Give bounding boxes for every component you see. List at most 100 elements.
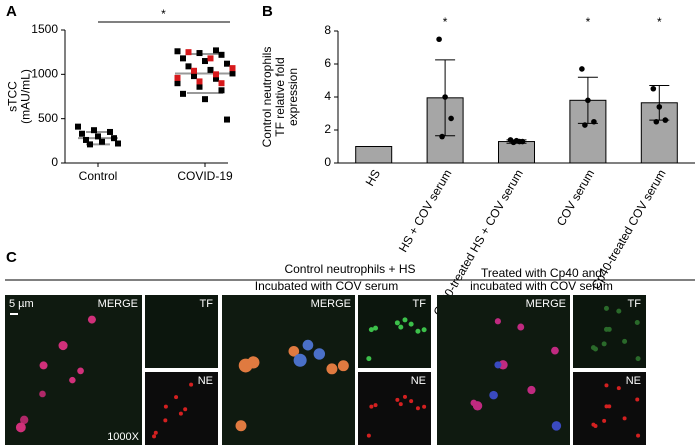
cell — [58, 340, 68, 351]
point — [653, 118, 660, 125]
cell — [415, 406, 420, 411]
y-axis-label: (mAU/mL) — [19, 69, 33, 124]
cell — [39, 390, 46, 398]
point — [185, 63, 192, 70]
point — [213, 75, 219, 82]
point — [218, 80, 225, 87]
cell — [603, 305, 609, 311]
cell — [337, 360, 349, 372]
cell — [395, 397, 400, 402]
point — [516, 138, 523, 145]
cell — [593, 423, 598, 428]
channel-label: MERGE — [526, 298, 566, 310]
point — [83, 136, 89, 143]
scale-bar-label: 5 µm — [9, 298, 34, 310]
cell — [189, 382, 194, 387]
channel-label: MERGE — [98, 298, 138, 310]
cell — [604, 383, 609, 388]
bar — [355, 146, 393, 164]
cell — [602, 418, 607, 423]
cell — [69, 376, 76, 384]
point — [107, 128, 113, 135]
cell — [527, 385, 536, 395]
point — [218, 51, 225, 58]
channel-label: NE — [411, 375, 426, 387]
channel-label: TF — [628, 298, 642, 310]
significance: * — [161, 7, 166, 21]
point — [229, 70, 236, 77]
cell — [409, 399, 414, 404]
cell — [616, 386, 621, 391]
cell — [634, 319, 640, 325]
point — [656, 104, 663, 110]
cell — [326, 363, 338, 375]
cell — [402, 394, 407, 399]
point — [202, 96, 208, 103]
panel-label: C — [6, 249, 17, 266]
y-axis-label: sTCC — [6, 81, 20, 112]
condition-label: Incubated with COV serum — [255, 279, 398, 293]
cell — [87, 315, 96, 324]
cell — [604, 404, 609, 409]
cell — [494, 318, 501, 325]
point — [115, 140, 121, 147]
cell — [636, 433, 641, 438]
cell — [366, 433, 371, 438]
cell — [422, 404, 427, 409]
significance: * — [443, 15, 448, 29]
cell — [601, 341, 607, 347]
point — [95, 133, 101, 140]
channel-label: NE — [198, 375, 213, 387]
cell — [622, 416, 627, 421]
point — [213, 47, 219, 54]
point — [174, 48, 181, 55]
cell — [366, 356, 372, 362]
point — [582, 122, 588, 128]
cell — [551, 346, 559, 355]
point — [191, 67, 197, 74]
y-tick-label: 0 — [324, 155, 331, 169]
point — [196, 83, 203, 90]
point — [180, 55, 186, 62]
point — [191, 73, 197, 80]
channel-label: TF — [413, 298, 427, 310]
x-tick-label: HS + COV serum — [396, 167, 455, 255]
cell — [77, 367, 84, 375]
y-tick-label: 4 — [324, 89, 331, 103]
point — [448, 115, 454, 122]
y-tick-label: 1500 — [31, 22, 58, 36]
group-title: Control neutrophils + HS — [284, 262, 415, 276]
cell — [421, 327, 427, 333]
cell — [39, 361, 48, 370]
cell — [551, 421, 562, 431]
x-tick-label: HS — [363, 167, 383, 188]
cell — [153, 430, 158, 435]
cell — [288, 345, 300, 357]
cell — [183, 407, 188, 412]
cell — [163, 418, 168, 423]
channel-label: TF — [200, 298, 214, 310]
cell — [635, 397, 640, 402]
cell — [398, 324, 404, 330]
point — [218, 87, 225, 94]
cell — [394, 320, 400, 326]
cell — [373, 403, 378, 408]
cell — [152, 434, 157, 439]
y-axis-label: TF relative fold — [273, 57, 287, 136]
point — [87, 141, 93, 148]
cell — [15, 422, 26, 433]
point — [439, 133, 445, 140]
point — [202, 58, 208, 65]
y-tick-label: 8 — [324, 23, 331, 37]
condition-label: Treated with Cp40 and — [481, 266, 602, 280]
point — [213, 71, 219, 78]
point — [442, 94, 448, 100]
cell — [20, 415, 29, 425]
micrograph — [145, 295, 218, 368]
cell — [622, 338, 628, 344]
point — [79, 130, 85, 137]
cell — [616, 308, 622, 314]
point — [224, 60, 230, 67]
